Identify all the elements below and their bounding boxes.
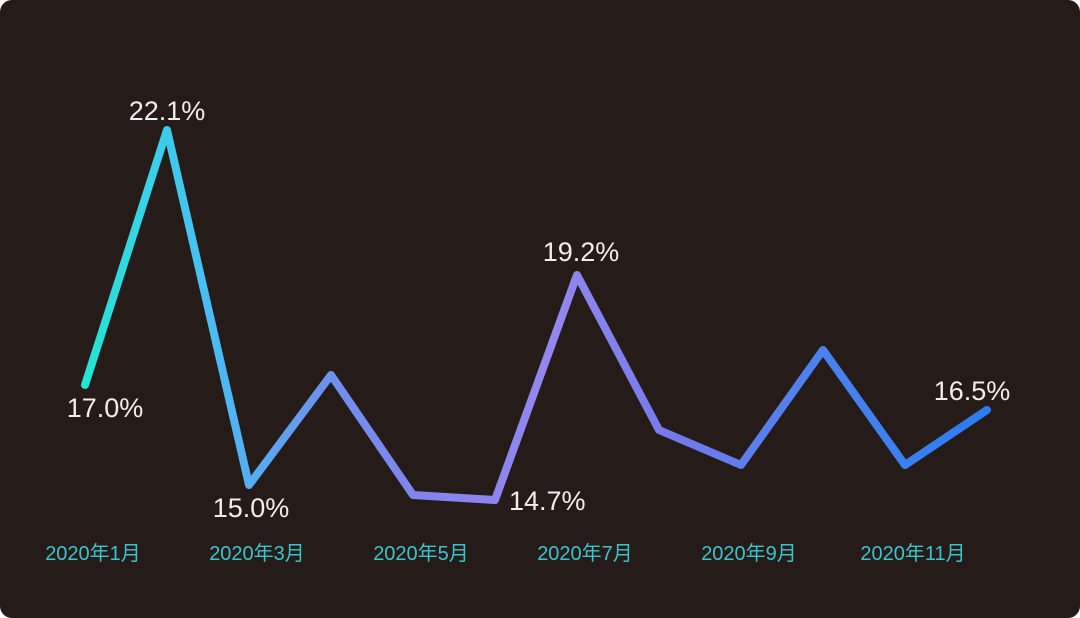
- value-label: 19.2%: [543, 237, 620, 267]
- value-labels: 17.0% 22.1% 15.0% 14.7% 19.2% 16.5%: [67, 96, 1011, 523]
- value-label: 15.0%: [213, 493, 290, 523]
- value-label: 14.7%: [509, 486, 586, 516]
- value-label: 16.5%: [934, 376, 1011, 406]
- value-label: 22.1%: [129, 96, 206, 126]
- x-axis-label: 2020年1月: [45, 542, 141, 565]
- value-label: 17.0%: [67, 393, 144, 423]
- x-axis-label: 2020年5月: [373, 542, 469, 565]
- data-line: [81, 126, 991, 504]
- x-axis-label: 2020年11月: [860, 542, 965, 565]
- x-axis-label: 2020年9月: [701, 542, 797, 565]
- x-axis-label: 2020年3月: [209, 542, 305, 565]
- x-axis-labels: 2020年1月 2020年3月 2020年5月 2020年7月 2020年9月 2020年…: [45, 542, 965, 565]
- x-axis-label: 2020年7月: [537, 542, 633, 565]
